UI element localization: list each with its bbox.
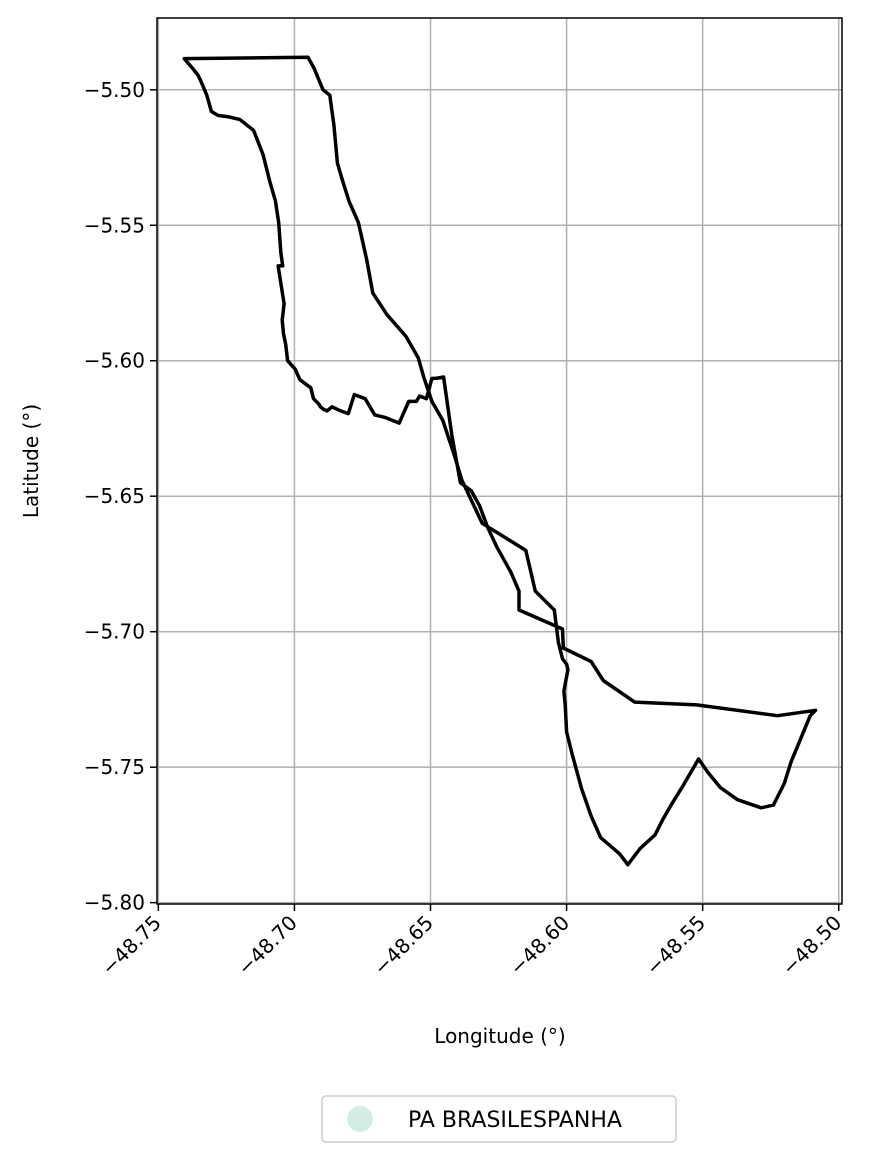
legend-marker (347, 1106, 373, 1132)
y-tick-label: −5.80 (84, 891, 145, 915)
y-tick-label: −5.65 (84, 484, 145, 508)
y-tick-label: −5.55 (84, 213, 145, 237)
x-axis-label: Longitude (°) (434, 1024, 565, 1048)
grid-lines (157, 18, 842, 904)
legend: PA BRASILESPANHA (321, 1095, 677, 1143)
y-axis-label: Latitude (°) (19, 404, 43, 518)
y-tick-label: −5.50 (84, 78, 145, 102)
y-tick-label: −5.75 (84, 755, 145, 779)
plot-frame (156, 17, 843, 905)
boundary-layer (182, 55, 818, 867)
y-tick-label: −5.60 (84, 349, 145, 373)
legend-frame (321, 1095, 677, 1143)
pa-brasilespanha-boundary (182, 55, 818, 867)
legend-label: PA BRASILESPANHA (408, 1108, 622, 1133)
y-axis-ticks: −5.50 −5.55 −5.60 −5.65 −5.70 −5.75 −5.80 (84, 78, 157, 915)
y-tick-label: −5.70 (84, 620, 145, 644)
